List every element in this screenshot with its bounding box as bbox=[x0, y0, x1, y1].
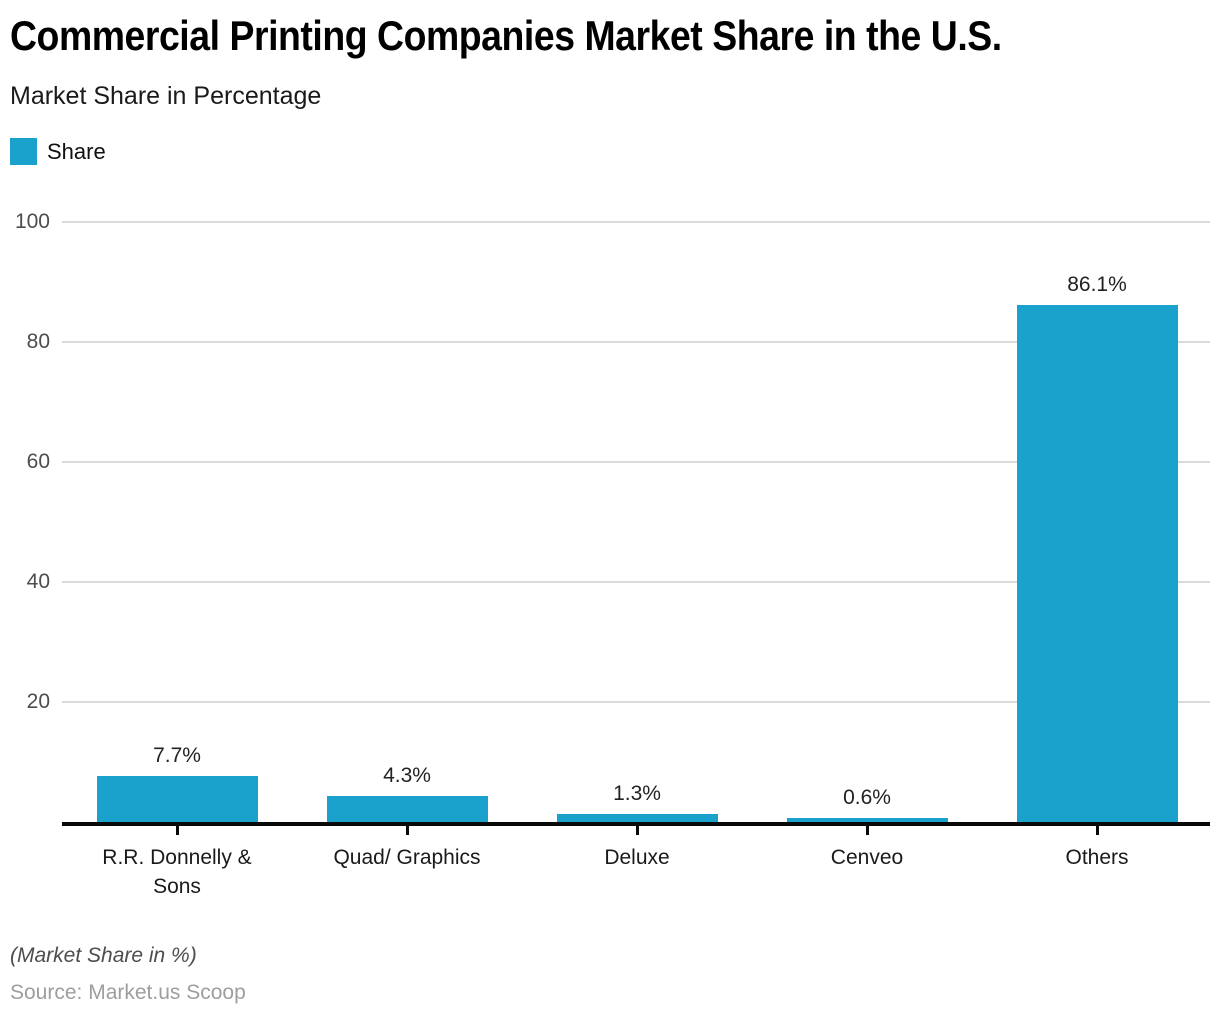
y-tick-label: 100 bbox=[14, 210, 50, 233]
y-gridline bbox=[62, 221, 1210, 223]
x-tick-quad-graphics bbox=[406, 826, 409, 835]
y-gridline bbox=[62, 581, 1210, 583]
legend-swatch-icon bbox=[10, 138, 37, 165]
x-tick-cenveo bbox=[866, 826, 869, 835]
source-note: Source: Market.us Scoop bbox=[10, 981, 246, 1004]
x-tick-others bbox=[1096, 826, 1099, 835]
x-tick-r-r-donnelly-sons bbox=[176, 826, 179, 835]
x-tick-deluxe bbox=[636, 826, 639, 835]
value-label-quad-graphics: 4.3% bbox=[383, 764, 431, 787]
page-title: Commercial Printing Companies Market Sha… bbox=[10, 12, 1002, 59]
bar-cenveo bbox=[787, 818, 948, 822]
x-category-label-quad-graphics: Quad/ Graphics bbox=[333, 846, 481, 869]
x-category-label-others: Others bbox=[1065, 846, 1129, 869]
bar-quad-graphics bbox=[327, 796, 488, 822]
value-label-others: 86.1% bbox=[1067, 273, 1127, 296]
x-category-label-cenveo: Cenveo bbox=[830, 846, 904, 869]
footnote: (Market Share in %) bbox=[10, 944, 197, 967]
y-gridline bbox=[62, 341, 1210, 343]
x-axis-line bbox=[62, 822, 1210, 826]
bar-others bbox=[1017, 305, 1178, 822]
bar-r-r-donnelly-sons bbox=[97, 776, 258, 822]
y-tick-label: 20 bbox=[26, 690, 50, 713]
x-category-label-deluxe: Deluxe bbox=[604, 846, 670, 869]
value-label-deluxe: 1.3% bbox=[613, 782, 661, 805]
bar-deluxe bbox=[557, 814, 718, 822]
y-tick-label: 40 bbox=[26, 570, 50, 593]
y-tick-label: 60 bbox=[26, 450, 50, 473]
y-gridline bbox=[62, 461, 1210, 463]
y-tick-label: 80 bbox=[26, 330, 50, 353]
legend-label: Share bbox=[47, 139, 106, 164]
value-label-cenveo: 0.6% bbox=[843, 786, 891, 809]
y-gridline bbox=[62, 701, 1210, 703]
x-category-label-r-r-donnelly-sons: R.R. Donnelly & Sons bbox=[102, 846, 252, 898]
value-label-r-r-donnelly-sons: 7.7% bbox=[153, 744, 201, 767]
chart-subtitle: Market Share in Percentage bbox=[10, 82, 322, 110]
